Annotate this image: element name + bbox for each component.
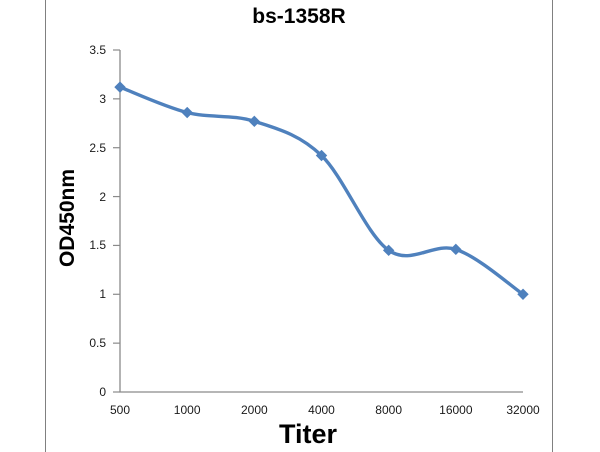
x-tick-label: 32000: [506, 403, 540, 417]
data-point-marker: [181, 106, 193, 119]
y-tick-label: 1: [99, 287, 106, 302]
y-tick-label: 0.5: [89, 336, 106, 351]
x-tick-label: 500: [109, 403, 131, 417]
x-tick-label: 8000: [375, 403, 402, 417]
data-point-marker: [248, 115, 261, 128]
data-point-marker: [382, 244, 395, 257]
data-point-marker: [114, 81, 126, 93]
x-tick-label: 4000: [308, 403, 335, 417]
series-line: [118, 85, 525, 296]
y-tick-label: 1.5: [89, 238, 106, 253]
x-tick-label: 1000: [173, 403, 201, 417]
data-point-marker: [315, 149, 328, 162]
chart-frame-right-border: [552, 0, 553, 452]
y-tick-label: 0: [99, 385, 106, 399]
data-point-marker: [517, 288, 529, 300]
y-tick-label: 3.5: [89, 43, 106, 57]
data-point-marker: [450, 243, 462, 256]
y-tick-label: 2: [99, 189, 106, 204]
x-axis-title: Titer: [278, 419, 338, 449]
chart-title: bs-1358R: [252, 5, 346, 28]
y-tick-label: 3: [99, 91, 106, 106]
x-tick-label: 16000: [439, 403, 473, 417]
chart-frame-left-border: [45, 0, 46, 452]
y-tick-label: 2.5: [89, 140, 106, 155]
x-tick-label: 2000: [240, 403, 268, 417]
